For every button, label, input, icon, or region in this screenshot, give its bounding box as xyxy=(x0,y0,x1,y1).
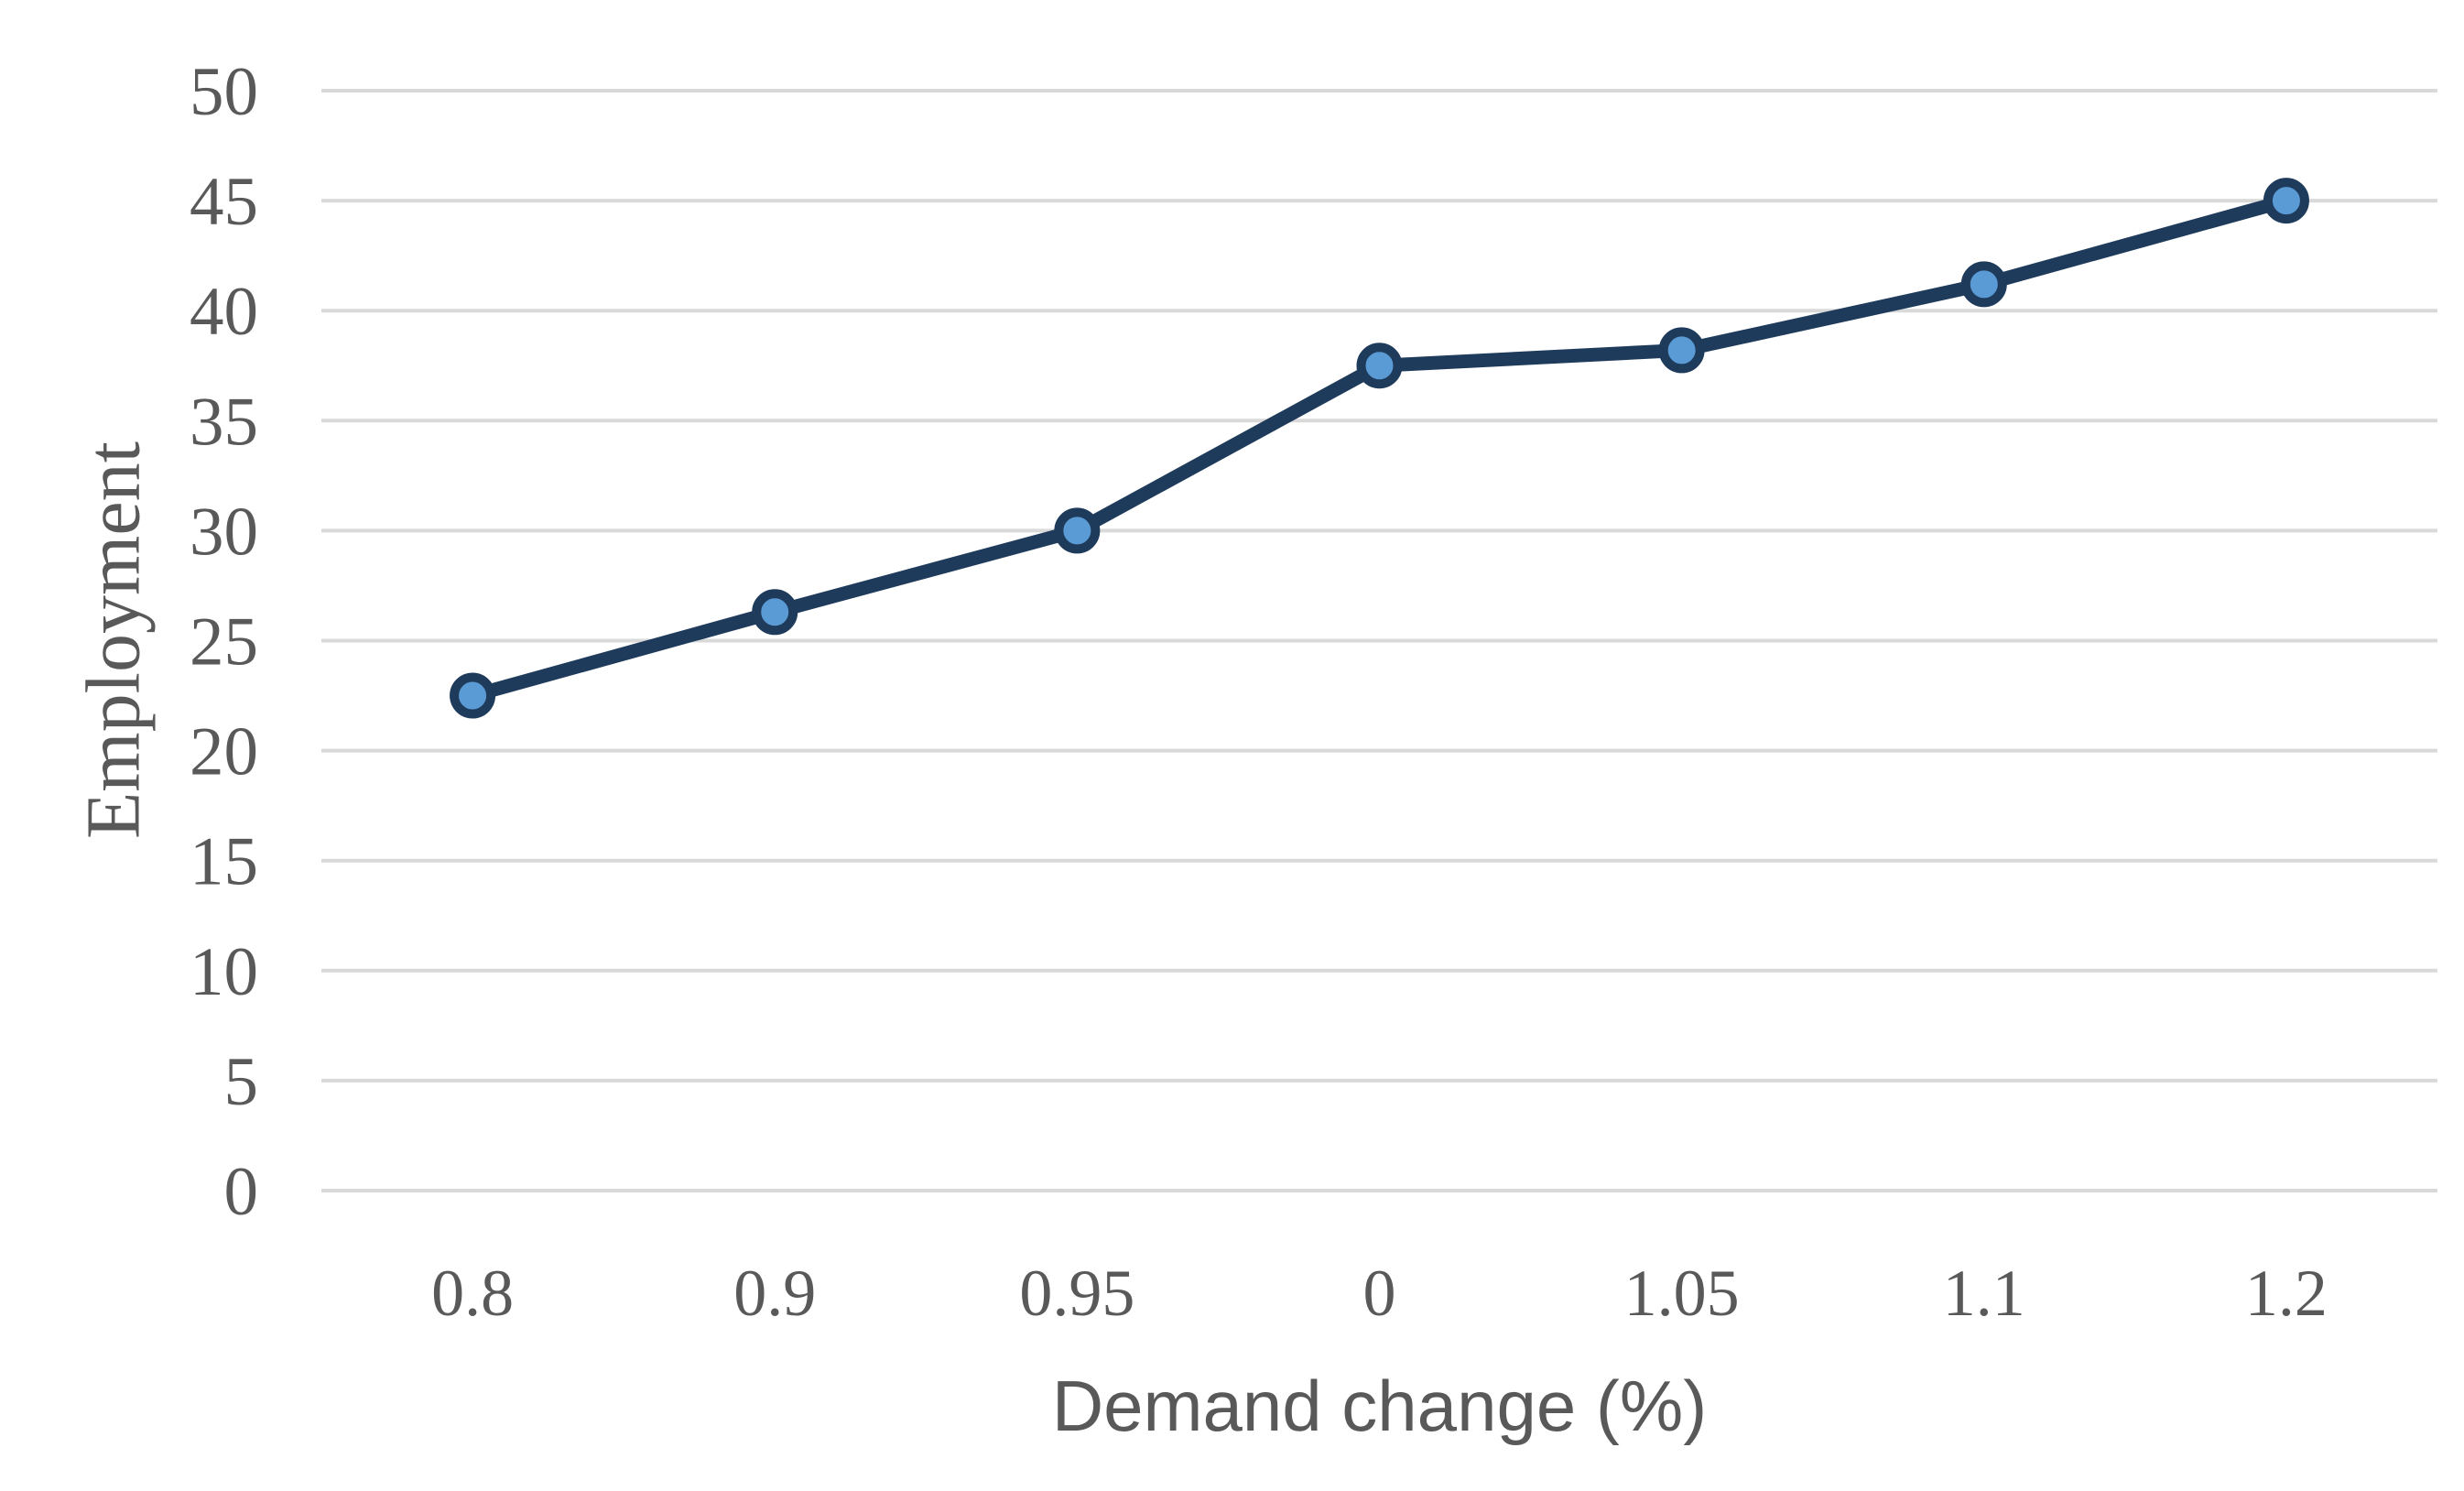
x-tick-label: 1.1 xyxy=(1943,1257,2025,1330)
data-point-marker xyxy=(1658,327,1705,374)
x-tick-label: 0.95 xyxy=(1019,1257,1134,1330)
y-tick-label: 25 xyxy=(190,604,258,680)
y-tick-label: 50 xyxy=(190,54,258,130)
series-line xyxy=(465,193,2294,703)
y-tick-label: 30 xyxy=(190,494,258,570)
y-tick-label: 20 xyxy=(190,714,258,790)
y-tick-label: 45 xyxy=(190,164,258,240)
y-tick-label: 10 xyxy=(190,934,258,1010)
x-tick-label: 0 xyxy=(1363,1257,1396,1330)
data-point-marker xyxy=(752,589,798,636)
y-axis-title: Employment xyxy=(71,441,157,840)
y-tick-label: 35 xyxy=(190,384,258,460)
y-tick-label: 15 xyxy=(190,824,258,900)
x-axis-title: Demand change (%) xyxy=(1051,1366,1708,1446)
x-tick-label: 0.8 xyxy=(431,1257,514,1330)
data-point-marker xyxy=(2263,178,2309,224)
y-tick-label: 40 xyxy=(190,274,258,350)
x-tick-label: 1.05 xyxy=(1624,1257,1740,1330)
x-tick-label: 0.9 xyxy=(733,1257,816,1330)
data-point-marker xyxy=(1054,507,1101,554)
data-point-marker xyxy=(1960,261,2007,308)
x-tick-label: 1.2 xyxy=(2245,1257,2328,1330)
y-tick-label: 0 xyxy=(224,1154,259,1230)
employment-demand-line-chart: 0 5 10 15 20 25 30 35 40 45 50 0.8 0.9 0.95 0 1.05 1.1 1.… xyxy=(37,15,2464,1476)
data-point-marker xyxy=(1356,343,1403,389)
data-point-marker xyxy=(450,672,496,719)
y-tick-label: 5 xyxy=(224,1044,259,1120)
plot-area: 0 5 10 15 20 25 30 35 40 45 50 0.8 0.9 0.95 0 1.05 1.1 1.… xyxy=(190,54,2437,1330)
